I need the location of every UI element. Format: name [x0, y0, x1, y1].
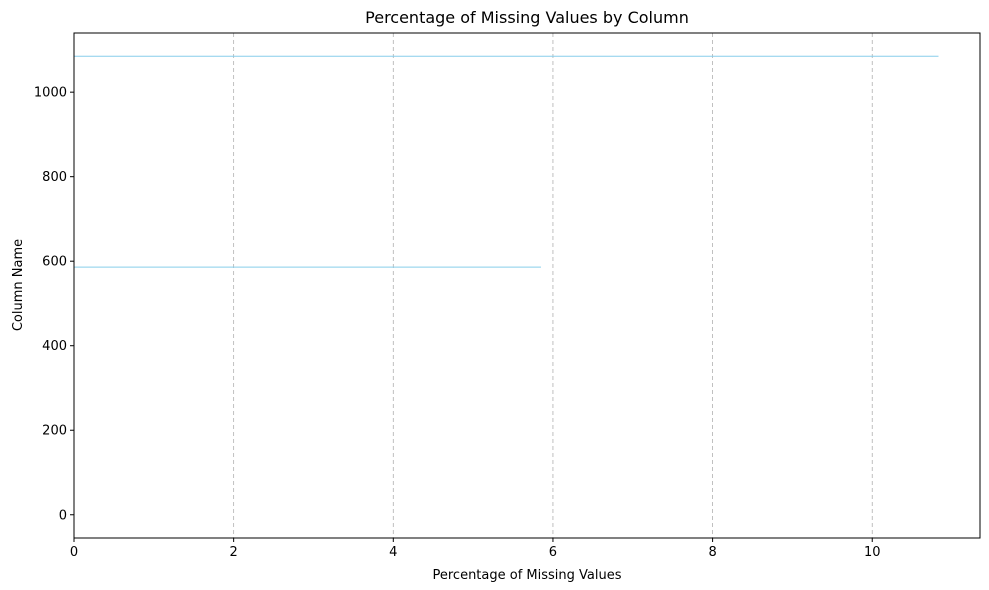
y-tick-label: 0 — [59, 508, 67, 523]
x-tick-label: 10 — [864, 545, 881, 560]
y-tick-label: 800 — [42, 170, 67, 185]
x-tick-label: 4 — [389, 545, 397, 560]
x-axis-label: Percentage of Missing Values — [432, 568, 621, 583]
x-tick-label: 2 — [230, 545, 238, 560]
x-axis-ticks: 0 2 4 6 8 10 — [70, 538, 881, 560]
y-axis-label: Column Name — [11, 239, 26, 331]
bar — [74, 55, 939, 57]
y-axis-ticks: 0 200 400 600 800 1000 — [34, 86, 74, 523]
bars — [74, 55, 939, 268]
x-tick-label: 8 — [708, 545, 716, 560]
bar — [74, 266, 541, 268]
grid-lines — [233, 33, 873, 538]
x-tick-label: 0 — [70, 545, 78, 560]
x-tick-label: 6 — [549, 545, 557, 560]
y-tick-label: 400 — [42, 339, 67, 354]
y-tick-label: 600 — [42, 255, 67, 270]
chart-title: Percentage of Missing Values by Column — [365, 8, 689, 27]
y-tick-label: 200 — [42, 424, 67, 439]
y-tick-label: 1000 — [34, 86, 67, 101]
plot-frame — [73, 32, 981, 539]
